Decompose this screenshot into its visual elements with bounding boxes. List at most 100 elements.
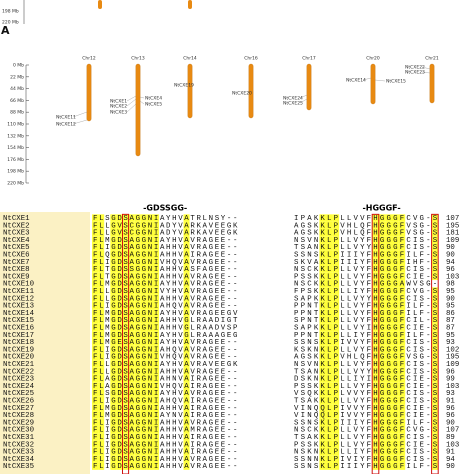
conserved-highlight	[146, 353, 153, 361]
left-sequence: FLMGESAGGNIAYHVAVRAGEE--	[93, 339, 237, 347]
conserved-highlight	[140, 433, 147, 441]
conserved-highlight	[92, 250, 99, 259]
conserved-highlight	[319, 221, 326, 229]
conserved-highlight	[398, 331, 406, 339]
conserved-highlight	[110, 280, 117, 288]
conserved-highlight	[92, 426, 99, 434]
left-sequence: FLAGDSAGGNIAHNVAIRAGEE--	[93, 376, 237, 384]
conserved-highlight	[431, 258, 439, 266]
conserved-highlight	[392, 280, 399, 288]
gene-connector	[139, 100, 145, 105]
conserved-highlight	[116, 367, 123, 375]
conserved-highlight	[319, 411, 326, 419]
conserved-highlight	[134, 411, 141, 419]
conserved-highlight	[319, 236, 326, 244]
conserved-highlight	[134, 404, 141, 412]
conserved-highlight	[378, 345, 386, 354]
conserved-highlight	[431, 389, 439, 397]
conserved-highlight	[332, 272, 340, 281]
conserved-highlight	[116, 294, 123, 302]
top-axis-label: 220 Mb	[2, 20, 19, 26]
conserved-highlight	[110, 228, 117, 237]
chromosome	[370, 63, 376, 105]
conserved-highlight	[128, 426, 135, 434]
conserved-highlight	[431, 294, 439, 302]
conserved-highlight	[110, 236, 117, 244]
conserved-highlight	[92, 316, 99, 324]
conserved-highlight	[431, 353, 439, 361]
conserved-highlight	[378, 214, 386, 222]
conserved-highlight	[332, 294, 340, 302]
conserved-highlight	[183, 331, 190, 339]
left-sequence: FLIGDSAGGNIAHHVAVRAGEE--	[93, 244, 237, 252]
conserved-highlight	[319, 440, 326, 448]
conserved-highlight	[372, 250, 379, 259]
conserved-highlight	[134, 258, 141, 266]
conserved-highlight	[332, 323, 340, 332]
conserved-highlight	[372, 433, 379, 441]
conserved-highlight	[110, 440, 117, 448]
gene-name: NtCXE1	[3, 215, 30, 223]
gene-name: NtCXE30	[3, 427, 34, 435]
conserved-highlight	[398, 243, 406, 251]
gene-label: NtCXE11	[56, 115, 76, 121]
conserved-highlight	[398, 396, 406, 405]
conserved-highlight	[398, 287, 406, 295]
conserved-highlight	[122, 323, 129, 332]
conserved-highlight	[319, 301, 326, 310]
conserved-highlight	[326, 440, 333, 448]
conserved-highlight	[332, 360, 340, 368]
conserved-highlight	[332, 250, 340, 259]
right-sequence: NSCKKLPLLVYFHGGGFCVG-S	[294, 427, 438, 435]
conserved-highlight	[431, 418, 439, 427]
conserved-highlight	[134, 243, 141, 251]
sequence-position: 90	[446, 419, 455, 427]
gene-name: NtCXE32	[3, 441, 34, 449]
conserved-highlight	[92, 309, 99, 317]
conserved-highlight	[378, 389, 386, 397]
right-sequence: PPNTKLPLLVYFHGGGFILF-S	[294, 310, 438, 318]
conserved-highlight	[116, 309, 123, 317]
right-sequence: PPNTKLPLLVYFHGGGFILF-S	[294, 303, 438, 311]
conserved-highlight	[392, 331, 399, 339]
conserved-highlight	[146, 323, 153, 332]
conserved-highlight	[392, 345, 399, 354]
gene-label: NtCXE12	[56, 122, 76, 128]
conserved-highlight	[398, 462, 406, 470]
conserved-highlight	[372, 447, 379, 456]
conserved-highlight	[116, 382, 123, 390]
conserved-highlight	[326, 316, 333, 324]
conserved-highlight	[116, 280, 123, 288]
conserved-highlight	[385, 301, 392, 310]
sequence-position: 87	[446, 317, 455, 325]
conserved-highlight	[92, 214, 99, 222]
conserved-highlight	[398, 374, 406, 383]
conserved-highlight	[122, 287, 129, 295]
conserved-highlight	[116, 323, 123, 332]
conserved-highlight	[153, 236, 160, 244]
conserved-highlight	[128, 309, 135, 317]
conserved-highlight	[116, 462, 123, 470]
chromosome	[187, 63, 193, 119]
conserved-highlight	[372, 323, 379, 332]
conserved-highlight	[128, 323, 135, 332]
conserved-highlight	[372, 426, 379, 434]
conserved-highlight	[134, 272, 141, 281]
conserved-highlight	[140, 272, 147, 281]
conserved-highlight	[183, 221, 190, 229]
conserved-highlight	[116, 272, 123, 281]
gene-name: NtCXE18	[3, 339, 34, 347]
conserved-highlight	[372, 316, 379, 324]
conserved-highlight	[392, 316, 399, 324]
gene-name: NtCXE2	[3, 222, 30, 230]
conserved-highlight	[140, 353, 147, 361]
conserved-highlight	[134, 294, 141, 302]
right-sequence: AGSKKLPVHLQFHGGGFVSG-S	[294, 354, 438, 362]
right-sequence: SSNSKLPIIIYFHGGGFILF-S	[294, 251, 438, 259]
gene-name: NtCXE24	[3, 383, 35, 391]
sequence-position: 109	[446, 361, 459, 369]
gene-name: NtCXE19	[3, 346, 34, 354]
conserved-highlight	[183, 462, 190, 470]
conserved-highlight	[398, 221, 406, 229]
conserved-highlight	[146, 455, 153, 463]
